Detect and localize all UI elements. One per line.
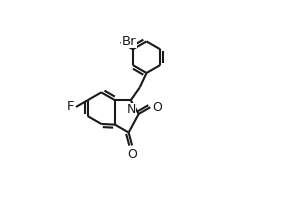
Text: O: O <box>127 148 137 161</box>
Text: Br: Br <box>122 35 137 48</box>
Text: N: N <box>126 103 136 116</box>
Text: F: F <box>67 101 74 114</box>
Text: O: O <box>152 101 162 114</box>
